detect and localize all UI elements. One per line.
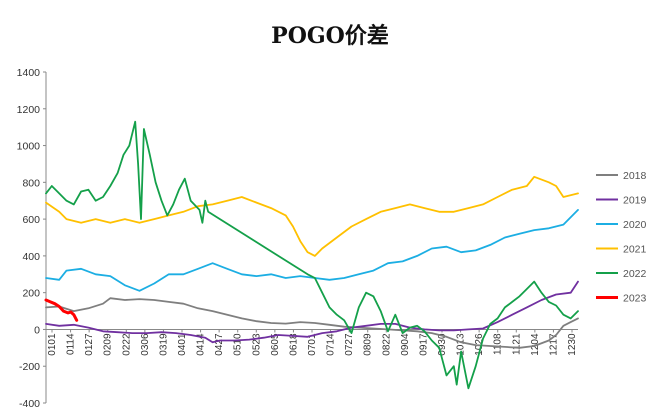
legend-label-2021: 2021 bbox=[623, 244, 647, 256]
y-tick-label: 1200 bbox=[17, 104, 41, 116]
series-line-2021 bbox=[45, 175, 579, 257]
legend-label-2020: 2020 bbox=[623, 219, 647, 231]
x-tick-label: 1121 bbox=[511, 333, 522, 355]
legend-label-2019: 2019 bbox=[623, 195, 647, 207]
x-tick-label: 0427 bbox=[214, 333, 225, 356]
x-tick-label: 0414 bbox=[196, 333, 207, 356]
y-tick-label: 1400 bbox=[17, 67, 41, 79]
x-tick-label: 0401 bbox=[177, 333, 188, 356]
x-tick-label: 1204 bbox=[530, 333, 541, 356]
x-tick-label: 0701 bbox=[307, 333, 318, 356]
y-tick-label: 600 bbox=[22, 214, 40, 226]
x-tick-label: 0618 bbox=[288, 333, 299, 356]
x-tick-label: 0605 bbox=[270, 333, 281, 356]
chart-title: POGO价差 bbox=[271, 23, 389, 49]
x-tick-label: 0114 bbox=[66, 333, 77, 355]
x-tick-label: 0917 bbox=[418, 333, 429, 356]
x-tick-label: 1230 bbox=[567, 333, 578, 356]
x-tick-label: 0822 bbox=[381, 333, 392, 356]
x-tick-label: 0222 bbox=[121, 333, 132, 356]
series-line-2019 bbox=[45, 280, 579, 344]
y-tick-label: 0 bbox=[34, 324, 40, 336]
y-tick-label: 800 bbox=[22, 177, 40, 189]
x-tick-label: 0727 bbox=[344, 333, 355, 356]
x-tick-label: 0523 bbox=[251, 333, 262, 356]
series-layer bbox=[44, 120, 579, 390]
x-tick-label: 1026 bbox=[474, 333, 485, 356]
axes-layer: -400 -200 0 200 400 600 800 1000 1200 1400 0101 011… bbox=[17, 67, 578, 410]
x-tick-label: 0510 bbox=[233, 333, 244, 356]
x-tick-label: 0127 bbox=[84, 333, 95, 356]
legend-label-2018: 2018 bbox=[623, 170, 647, 182]
x-tick-label: 0809 bbox=[363, 333, 374, 356]
x-tick-label: 0306 bbox=[140, 333, 151, 356]
y-tick-label: -400 bbox=[19, 398, 40, 410]
y-tick-label: 1000 bbox=[17, 141, 41, 153]
x-tick-label: 0930 bbox=[437, 333, 448, 356]
legend: 2018 2019 2020 2021 2022 2023 bbox=[596, 170, 647, 305]
x-tick-label: 1108 bbox=[493, 333, 504, 355]
y-tick-label: 400 bbox=[22, 251, 40, 263]
x-tick-label: 0904 bbox=[400, 333, 411, 356]
x-tick-label: 1217 bbox=[548, 333, 559, 356]
series-line-2018 bbox=[45, 297, 579, 349]
legend-label-2022: 2022 bbox=[623, 268, 647, 280]
x-tick-label: 0714 bbox=[326, 333, 337, 356]
series-line-2022 bbox=[45, 120, 579, 390]
x-tick-label: 0319 bbox=[158, 333, 169, 356]
y-tick-label: -200 bbox=[19, 361, 40, 373]
series-line-2023 bbox=[44, 298, 79, 322]
series-line-2020 bbox=[45, 209, 579, 292]
y-tick-label: 200 bbox=[22, 288, 40, 300]
legend-label-2023: 2023 bbox=[623, 293, 647, 305]
x-tick-label: 1013 bbox=[456, 333, 467, 356]
x-tick-label: 0209 bbox=[103, 333, 114, 356]
x-tick-label: 0101 bbox=[47, 333, 58, 356]
